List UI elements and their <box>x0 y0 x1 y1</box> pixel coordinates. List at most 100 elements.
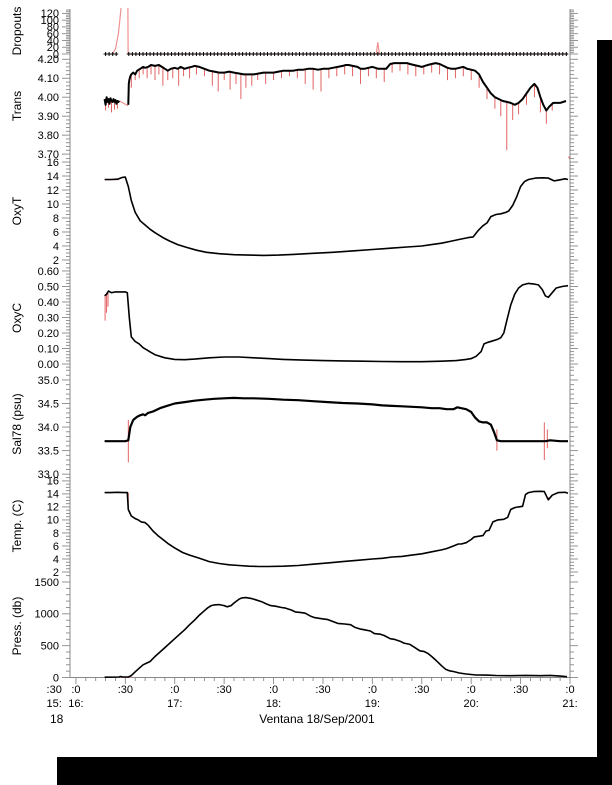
svg-text:18:: 18: <box>266 698 281 710</box>
svg-text:14: 14 <box>47 171 59 183</box>
curve-temp <box>104 490 569 568</box>
svg-text:21:: 21: <box>562 698 577 710</box>
svg-text::30: :30 <box>217 684 232 696</box>
svg-text:4.00: 4.00 <box>38 92 59 104</box>
svg-text:8: 8 <box>53 213 59 225</box>
svg-text:0.30: 0.30 <box>38 312 59 324</box>
svg-text::0: :0 <box>368 684 377 696</box>
curve-sal78 <box>104 396 568 443</box>
y-ticks-temp <box>62 477 578 573</box>
panel-trans <box>103 62 567 151</box>
svg-text:35.0: 35.0 <box>38 375 59 387</box>
panel-sal78 <box>104 396 568 463</box>
svg-text:0: 0 <box>53 672 59 684</box>
svg-text:0.00: 0.00 <box>38 359 59 371</box>
axis-title-temp: Temp. (C) <box>10 499 24 553</box>
svg-text:10: 10 <box>47 515 59 527</box>
axis-title-oxyc: OxyC <box>10 303 24 333</box>
svg-text:1500: 1500 <box>35 577 59 589</box>
raw-red-trace-dropouts-0 <box>111 8 129 55</box>
curve-oxyt <box>104 176 569 257</box>
svg-text:60: 60 <box>47 28 59 40</box>
panel-oxyc <box>104 282 569 363</box>
svg-text:14: 14 <box>47 489 59 501</box>
y-ticks-oxyc <box>62 267 578 371</box>
svg-text::0: :0 <box>170 684 179 696</box>
desktop-background-right <box>597 40 612 785</box>
svg-text:3.90: 3.90 <box>38 111 59 123</box>
raw-red-trace-trans-0 <box>119 100 129 107</box>
dropout-plus-markers <box>103 52 569 56</box>
svg-text:3.80: 3.80 <box>38 130 59 142</box>
svg-text:33.5: 33.5 <box>38 445 59 457</box>
panel-dropouts <box>103 8 569 56</box>
svg-text:4: 4 <box>53 554 59 566</box>
axis-start-day-label: 18 <box>50 712 64 726</box>
svg-text:0: 0 <box>53 49 59 61</box>
svg-text:500: 500 <box>41 640 59 652</box>
axes <box>69 9 571 678</box>
svg-text:0.50: 0.50 <box>38 281 59 293</box>
svg-text::30: :30 <box>513 684 528 696</box>
svg-text::30: :30 <box>315 684 330 696</box>
y-labels-oxyt: 2 4 6 8 10 12 14 16 <box>47 157 59 267</box>
axis-title-press: Press. (db) <box>10 596 24 656</box>
y-ticks-trans <box>62 58 578 155</box>
svg-text::30: :30 <box>414 684 429 696</box>
svg-text:15:: 15: <box>47 698 62 710</box>
svg-text:20:: 20: <box>464 698 479 710</box>
curve-trans-start <box>103 96 121 106</box>
y-ticks-sal78 <box>62 374 578 475</box>
svg-text::0: :0 <box>71 684 80 696</box>
curve-press <box>104 596 568 678</box>
panel-press <box>104 596 568 678</box>
svg-text:3.70: 3.70 <box>38 149 59 161</box>
y-ticks-dropouts <box>62 9 578 55</box>
y-labels-sal78: 33.0 33.5 34.0 34.5 35.0 <box>38 375 59 481</box>
panel-oxyt <box>104 156 570 257</box>
raw-red-trace-dropouts-2 <box>375 42 380 54</box>
y-ticks-oxyt <box>62 158 578 264</box>
svg-text:0.60: 0.60 <box>38 266 59 278</box>
svg-text:6: 6 <box>53 227 59 239</box>
svg-text:16: 16 <box>47 157 59 169</box>
svg-text:16: 16 <box>47 476 59 488</box>
svg-text:4: 4 <box>53 241 59 253</box>
y-labels-press: 0 500 1000 1500 <box>35 577 59 684</box>
y-ticks-press <box>62 575 578 678</box>
svg-text:0.20: 0.20 <box>38 328 59 340</box>
axis-title-trans: Trans <box>10 90 24 122</box>
svg-text:2: 2 <box>53 255 59 267</box>
svg-text::0: :0 <box>565 684 574 696</box>
svg-text:80: 80 <box>47 22 59 34</box>
axis-title-oxyt: OxyT <box>10 196 24 226</box>
svg-text:40: 40 <box>47 35 59 47</box>
svg-text:20: 20 <box>47 42 59 54</box>
svg-text::30: :30 <box>118 684 133 696</box>
svg-text:17:: 17: <box>167 698 182 710</box>
svg-text:4.10: 4.10 <box>38 73 59 85</box>
svg-text:33.0: 33.0 <box>38 469 59 481</box>
svg-text:12: 12 <box>47 502 59 514</box>
svg-text::0: :0 <box>269 684 278 696</box>
svg-text::0: :0 <box>467 684 476 696</box>
red-dropout-spikes-oxyc <box>104 291 109 321</box>
y-labels-trans: 3.70 3.80 3.90 4.00 4.10 4.20 <box>38 54 59 161</box>
x-axis-ticks <box>75 677 571 684</box>
svg-text:19:: 19: <box>365 698 380 710</box>
x-axis-labels: :30 15::0 16::30:0 17::30:0 18::30:0 19::30:0… <box>47 684 578 710</box>
svg-text:34.5: 34.5 <box>38 398 59 410</box>
svg-text:10: 10 <box>47 199 59 211</box>
desktop-background-bottom <box>57 757 612 785</box>
curve-oxyc <box>104 282 569 363</box>
svg-text:34.0: 34.0 <box>38 422 59 434</box>
svg-text::30: :30 <box>47 684 62 696</box>
svg-text:0.10: 0.10 <box>38 343 59 355</box>
svg-text:12: 12 <box>47 185 59 197</box>
y-labels-oxyc: 0.00 0.10 0.20 0.30 0.40 0.50 0.60 <box>38 266 59 371</box>
